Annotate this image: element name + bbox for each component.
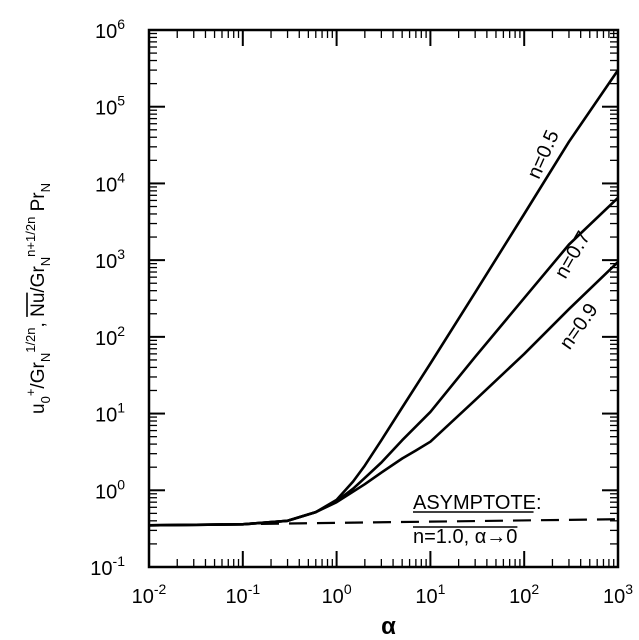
y-axis-label: u0+/GrN1/2n, Nu/GrNn+1/2n PrN [23, 183, 53, 414]
x-tick-label: 10-1 [225, 581, 260, 608]
y-axis-label-part: , [28, 317, 49, 328]
annotation-n05: n=0.5 [523, 127, 564, 182]
annotation-n09: n=0.9 [556, 300, 603, 354]
series-line-n-0-9 [148, 260, 619, 527]
y-axis-label-part: + [23, 389, 38, 397]
y-axis-label-part: Nu [28, 293, 49, 317]
annotations: n=0.5 n=0.7 n=0.9 ASYMPTOTE: n=1.0, α→0 [413, 127, 603, 548]
x-tick-label: 103 [603, 581, 633, 608]
y-axis-label-part: u [28, 403, 49, 414]
y-tick-label: 104 [95, 169, 125, 196]
x-tick-label: 100 [322, 581, 352, 608]
y-axis-label-part: /Gr [28, 266, 49, 293]
y-axis-label-part: Pr [28, 192, 49, 217]
x-tick-label: 10-2 [132, 581, 167, 608]
series-line-n-0-7 [148, 196, 619, 527]
x-tick-label: 102 [509, 581, 539, 608]
series-layer [148, 69, 620, 527]
y-axis-label-part: /Gr [28, 362, 49, 389]
series-line-asymptote [148, 518, 619, 527]
x-axis-label: α [381, 613, 396, 640]
y-tick-label: 103 [95, 246, 125, 273]
y-tick-label: 100 [95, 476, 125, 503]
x-tick-label: 101 [415, 581, 445, 608]
y-tick-label: 10-1 [90, 553, 125, 580]
y-axis-label-text: u0+/GrN1/2n, Nu/GrNn+1/2n PrN [23, 183, 53, 414]
y-axis-label-part: N [38, 353, 53, 362]
y-axis-label-part: n+1/2n [23, 217, 38, 257]
y-axis-label-part: N [38, 183, 53, 192]
labels-layer: 10-2 10-1 100 101 102 103 10-1 100 101 102 103 104 1… [90, 16, 633, 608]
annotation-asymptote-condition: n=1.0, α→0 [413, 526, 517, 548]
y-tick-label: 102 [95, 323, 125, 350]
plot-frame [147, 28, 620, 569]
y-axis-label-part: 0 [38, 396, 53, 403]
annotation-n07: n=0.7 [551, 228, 595, 283]
y-tick-label: 101 [95, 400, 125, 427]
ticks-layer [148, 29, 619, 568]
y-tick-label: 105 [95, 93, 125, 120]
y-tick-label: 106 [95, 16, 125, 43]
y-axis-label-part: 1/2n [23, 327, 38, 352]
annotation-asymptote-title: ASYMPTOTE: [413, 492, 542, 514]
y-axis-label-part: N [38, 257, 53, 266]
